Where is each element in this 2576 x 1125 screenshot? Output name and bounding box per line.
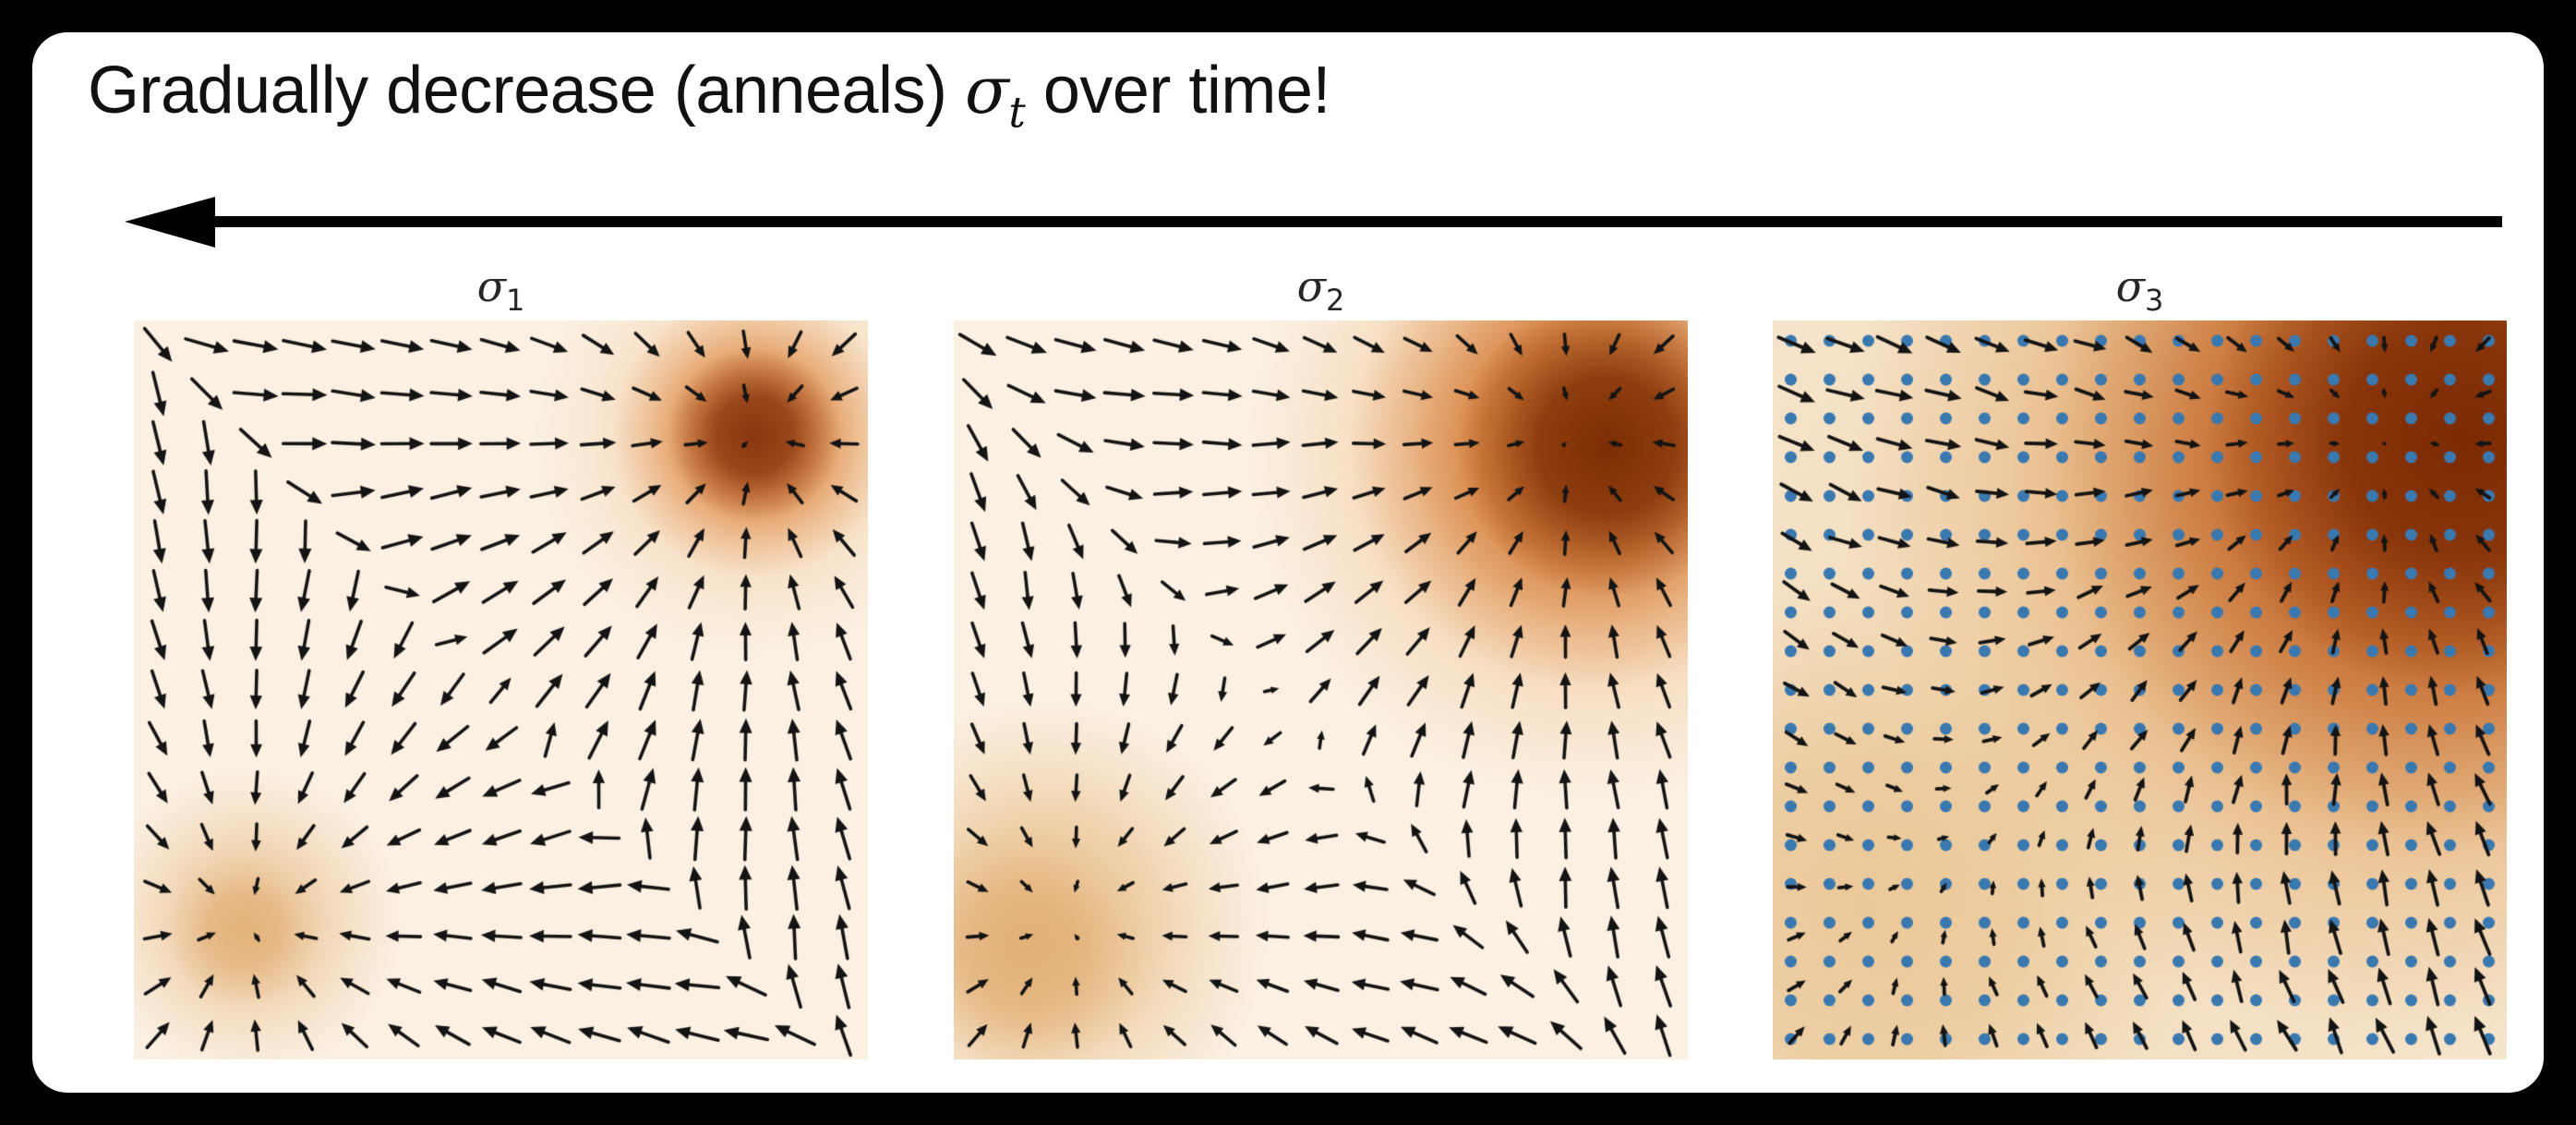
sigma-2-symbol: σ bbox=[1296, 261, 1327, 311]
slide-card: Gradually decrease (anneals) σt over tim… bbox=[32, 32, 2544, 1093]
sigma-1-label: σ1 bbox=[134, 261, 868, 321]
slide-title: Gradually decrease (anneals) σt over tim… bbox=[88, 53, 1331, 133]
sigma-2-subscript: 2 bbox=[1326, 283, 1345, 319]
sigma-3-panel: σ3 bbox=[1773, 261, 2507, 1059]
title-suffix: over time! bbox=[1025, 54, 1331, 127]
sigma-2-quiver-plot bbox=[954, 321, 1688, 1059]
sigma-1-symbol: σ bbox=[476, 261, 507, 311]
sigma-1-panel: σ1 bbox=[134, 261, 868, 1059]
anneal-time-arrow-left-icon bbox=[125, 197, 2502, 248]
title-sigma-symbol: σ bbox=[965, 53, 1009, 128]
sigma-3-label: σ3 bbox=[1773, 261, 2507, 321]
sigma-3-symbol: σ bbox=[2115, 261, 2146, 311]
sigma-2-label: σ2 bbox=[954, 261, 1688, 321]
sigma-2-panel: σ2 bbox=[954, 261, 1688, 1059]
sigma-3-quiver-plot bbox=[1773, 321, 2507, 1059]
anneal-arrow-head bbox=[125, 197, 215, 248]
sigma-1-quiver-plot bbox=[134, 321, 868, 1059]
sigma-3-subscript: 3 bbox=[2145, 283, 2164, 319]
title-prefix: Gradually decrease (anneals) bbox=[88, 54, 966, 127]
sigma-1-subscript: 1 bbox=[506, 283, 525, 319]
title-sigma-subscript: t bbox=[1008, 87, 1026, 138]
